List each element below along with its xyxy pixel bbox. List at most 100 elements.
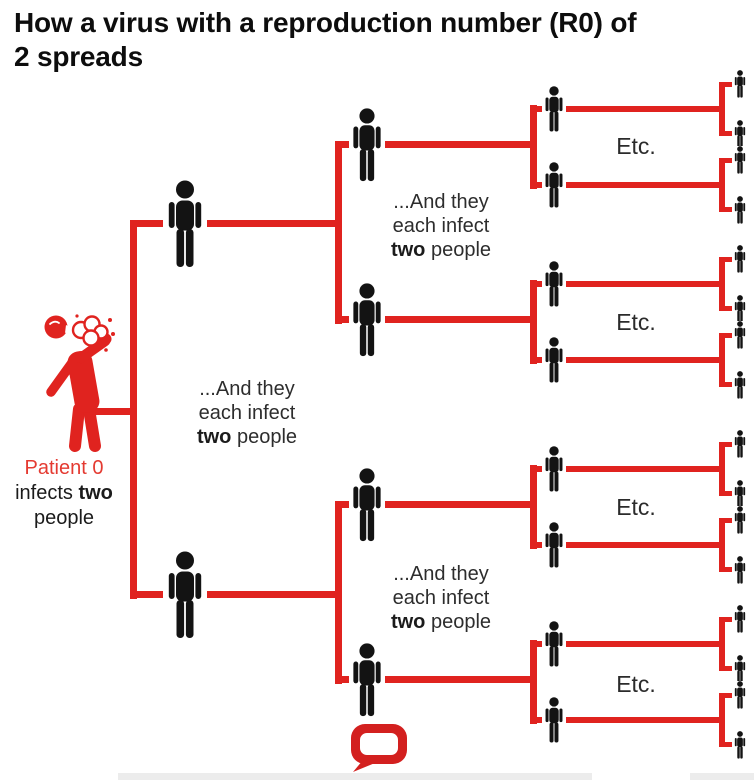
bracket-line (719, 158, 732, 163)
person-icon (545, 697, 563, 743)
bracket-line (719, 742, 732, 747)
person-icon (734, 120, 746, 148)
bracket-line (530, 640, 537, 724)
bracket-line (719, 617, 725, 671)
person-icon (734, 371, 746, 399)
person-icon (734, 655, 746, 683)
person-icon (168, 180, 202, 267)
person-gen4-icon (732, 70, 748, 98)
connector-line (530, 717, 725, 723)
person-gen3-icon (542, 86, 566, 132)
person-icon (734, 70, 746, 98)
person-icon (545, 261, 563, 307)
patient-zero-label: Patient 0 (24, 457, 104, 479)
patient-zero-icon (25, 306, 120, 456)
person-icon (353, 108, 381, 182)
person-icon (734, 430, 746, 458)
bracket-line (719, 518, 732, 523)
connector-line (335, 316, 537, 323)
person-icon (734, 605, 746, 633)
person-icon (734, 681, 746, 709)
person-icon (734, 146, 746, 174)
person-icon (734, 506, 746, 534)
person-gen4-icon (732, 120, 748, 148)
bracket-line (719, 693, 732, 698)
speech-bubble-icon (351, 724, 407, 772)
bracket-line (719, 442, 732, 447)
bracket-line (719, 518, 725, 572)
person-gen4-icon (732, 480, 748, 508)
bracket-line (719, 693, 725, 747)
person-gen3-icon (542, 337, 566, 383)
connector-line (530, 182, 725, 188)
etc-label: Etc. (616, 309, 656, 335)
person-gen3-icon (542, 621, 566, 667)
person-gen4-icon (732, 605, 748, 633)
connector-line (530, 542, 725, 548)
person-gen2-icon (349, 108, 385, 182)
connector-line (530, 466, 725, 472)
person-gen4-icon (732, 655, 748, 683)
person-gen4-icon (732, 321, 748, 349)
bracket-line (719, 567, 732, 572)
person-icon (734, 321, 746, 349)
person-icon (734, 196, 746, 224)
person-gen1-icon (163, 551, 207, 639)
infect-note-top: ...And they each infect two people (390, 191, 492, 261)
bracket-line (719, 382, 732, 387)
person-gen4-icon (732, 371, 748, 399)
person-gen2-icon (349, 283, 385, 357)
person-gen1-icon (163, 180, 207, 268)
person-gen4-icon (732, 506, 748, 534)
speech-bubble-logo (351, 724, 408, 773)
person-icon (545, 162, 563, 208)
person-gen4-icon (732, 146, 748, 174)
person-gen4-icon (732, 731, 748, 759)
bracket-line (719, 491, 732, 496)
person-icon (545, 86, 563, 132)
infect-note-mid: ...And they each infect two people (196, 378, 298, 448)
person-icon (734, 731, 746, 759)
connector-line (530, 281, 725, 287)
connector-line (335, 141, 537, 148)
connector-line (530, 641, 725, 647)
sneezing-person-icon (44, 314, 115, 452)
person-icon (353, 283, 381, 357)
person-gen3-icon (542, 162, 566, 208)
person-gen3-icon (542, 522, 566, 568)
connector-line (130, 591, 342, 598)
bracket-line (719, 257, 725, 311)
connector-line (335, 676, 537, 683)
person-icon (545, 337, 563, 383)
bracket-line (719, 257, 732, 262)
bottom-edge-strip (118, 773, 592, 780)
etc-label: Etc. (616, 671, 656, 697)
person-gen4-icon (732, 556, 748, 584)
person-icon (734, 295, 746, 323)
etc-label: Etc. (616, 494, 656, 520)
bracket-line (530, 465, 537, 549)
bracket-line (719, 131, 732, 136)
person-gen2-icon (349, 643, 385, 717)
bracket-line (719, 207, 732, 212)
person-icon (353, 643, 381, 717)
bracket-line (719, 333, 732, 338)
bracket-line (335, 501, 342, 684)
title-line-2: 2 spreads (14, 41, 143, 72)
bracket-line (335, 141, 342, 324)
person-icon (734, 556, 746, 584)
person-gen3-icon (542, 446, 566, 492)
connector-line (530, 357, 725, 363)
person-icon (545, 446, 563, 492)
bracket-line (719, 617, 732, 622)
bracket-line (719, 82, 732, 87)
bracket-line (719, 158, 725, 212)
person-gen4-icon (732, 196, 748, 224)
connector-line (335, 501, 537, 508)
title-line-1: How a virus with a reproduction number (… (14, 7, 637, 38)
person-icon (734, 480, 746, 508)
person-icon (168, 551, 202, 638)
bracket-line (530, 105, 537, 189)
person-icon (545, 522, 563, 568)
